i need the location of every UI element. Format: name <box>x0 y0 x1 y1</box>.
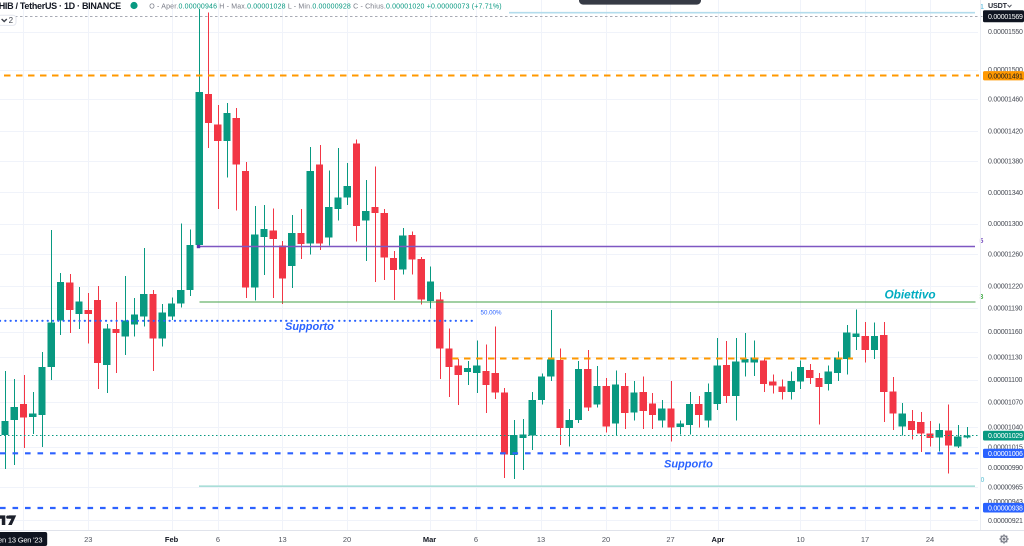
svg-text:0.00001260: 0.00001260 <box>988 252 1023 259</box>
svg-text:0.00001569: 0.00001569 <box>988 14 1023 21</box>
svg-text:13: 13 <box>537 535 545 544</box>
svg-text:13: 13 <box>278 535 286 544</box>
svg-text:0.00001300: 0.00001300 <box>988 221 1023 228</box>
svg-text:SHIB / TetherUS · 1D · BINANCE: SHIB / TetherUS · 1D · BINANCE <box>0 1 121 11</box>
svg-text:20: 20 <box>343 535 351 544</box>
svg-text:20: 20 <box>602 535 610 544</box>
svg-text:0.00001420: 0.00001420 <box>988 129 1023 136</box>
svg-text:O - Aper.0.00000946 H - Max.0.: O - Aper.0.00000946 H - Max.0.00001028 L… <box>149 4 501 11</box>
svg-text:Supporto: Supporto <box>664 459 713 471</box>
svg-text:17: 17 <box>861 535 869 544</box>
svg-text:6: 6 <box>216 535 220 544</box>
svg-text:0.00000990: 0.00000990 <box>988 465 1023 472</box>
svg-text:0.00000943: 0.00000943 <box>988 499 1023 506</box>
svg-text:0.00001380: 0.00001380 <box>988 159 1023 166</box>
svg-text:6: 6 <box>474 535 478 544</box>
svg-text:0.00001040: 0.00001040 <box>988 425 1023 432</box>
svg-text:USDT: USDT <box>988 1 1008 10</box>
svg-text:0.00000921: 0.00000921 <box>988 518 1023 525</box>
svg-text:0.00001491: 0.00001491 <box>988 73 1023 80</box>
svg-text:0.00001220: 0.00001220 <box>988 283 1023 290</box>
svg-text:Obiettivo: Obiettivo <box>885 287 936 301</box>
svg-text:24: 24 <box>926 535 934 544</box>
svg-text:0.00001029: 0.00001029 <box>988 433 1023 440</box>
svg-text:10: 10 <box>796 535 804 544</box>
svg-text:0.00001006: 0.00001006 <box>988 451 1023 458</box>
svg-text:Mar: Mar <box>423 535 436 544</box>
svg-text:Feb: Feb <box>165 535 179 544</box>
svg-text:0: 0 <box>981 477 985 484</box>
svg-text:Ven 13 Gen '23: Ven 13 Gen '23 <box>0 535 42 544</box>
svg-text:50.00%: 50.00% <box>481 310 502 317</box>
svg-text:0.00001015: 0.00001015 <box>988 445 1023 452</box>
svg-text:0.00001340: 0.00001340 <box>988 190 1023 197</box>
svg-text:0.00001550: 0.00001550 <box>988 29 1023 36</box>
svg-text:Supporto: Supporto <box>285 321 334 333</box>
svg-text:0.00000938: 0.00000938 <box>988 505 1023 512</box>
svg-text:0.00001500: 0.00001500 <box>988 67 1023 74</box>
svg-text:2: 2 <box>9 16 14 25</box>
svg-text:0.00001190: 0.00001190 <box>988 306 1022 313</box>
svg-text:0.00001460: 0.00001460 <box>988 97 1023 104</box>
svg-text:23: 23 <box>84 535 92 544</box>
svg-text:0.00001070: 0.00001070 <box>988 400 1023 407</box>
svg-text:1: 1 <box>980 4 984 11</box>
svg-text:27: 27 <box>666 535 674 544</box>
svg-text:0.00001130: 0.00001130 <box>988 355 1022 362</box>
svg-text:0.00001100: 0.00001100 <box>988 377 1022 384</box>
svg-text:3: 3 <box>980 294 984 301</box>
svg-text:5: 5 <box>980 238 984 245</box>
svg-text:0.00001160: 0.00001160 <box>988 329 1022 336</box>
svg-text:Apr: Apr <box>712 535 725 544</box>
svg-text:0.00000965: 0.00000965 <box>988 485 1023 492</box>
